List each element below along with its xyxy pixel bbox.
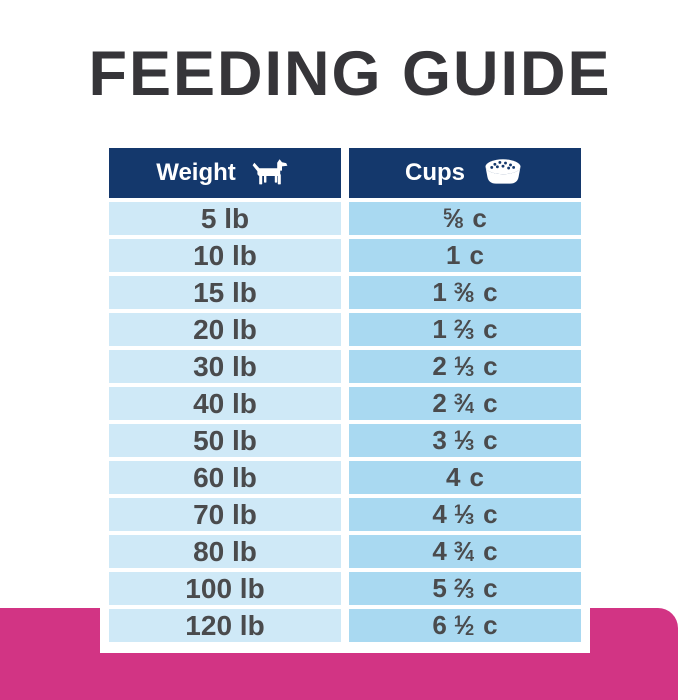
weight-cell: 50 lb bbox=[109, 424, 341, 457]
dog-bowl-icon bbox=[481, 158, 525, 188]
cups-cell: 5⁄8 c bbox=[349, 202, 581, 235]
cups-column-header: Cups bbox=[349, 148, 581, 198]
cups-whole-value: 5 bbox=[432, 573, 447, 603]
cups-fraction: 2⁄3 bbox=[453, 573, 475, 603]
cups-unit: c bbox=[483, 277, 498, 307]
cups-fraction: 5⁄8 bbox=[443, 203, 464, 233]
feeding-table: Weight Cups bbox=[100, 145, 590, 653]
weight-value: 60 lb bbox=[193, 461, 257, 493]
cups-fraction: 3⁄8 bbox=[453, 277, 475, 307]
cups-whole-value: 1 bbox=[432, 277, 447, 307]
cups-fraction: 1⁄3 bbox=[453, 351, 475, 381]
cups-whole-value: 4 bbox=[446, 462, 461, 492]
weight-value: 30 lb bbox=[193, 350, 257, 382]
weight-value: 40 lb bbox=[193, 387, 257, 419]
cups-unit: c bbox=[472, 203, 487, 233]
weight-cell: 100 lb bbox=[109, 572, 341, 605]
weight-value: 10 lb bbox=[193, 239, 257, 271]
weight-cell: 30 lb bbox=[109, 350, 341, 383]
cups-cell: 1 3⁄8 c bbox=[349, 276, 581, 309]
cups-cell: 1⁄c bbox=[349, 239, 581, 272]
cups-whole-value: 4 bbox=[432, 499, 447, 529]
weight-value: 50 lb bbox=[193, 424, 257, 456]
cups-whole-value: 1 bbox=[432, 314, 447, 344]
cups-fraction: 1⁄3 bbox=[453, 499, 475, 529]
weight-cell: 40 lb bbox=[109, 387, 341, 420]
cups-cell: 1 2⁄3 c bbox=[349, 313, 581, 346]
cups-header-label: Cups bbox=[405, 159, 465, 186]
cups-cell: 2 3⁄4 c bbox=[349, 387, 581, 420]
cups-fraction: 1⁄3 bbox=[453, 425, 475, 455]
cups-whole-value: 2 bbox=[432, 388, 447, 418]
cups-whole-value: 3 bbox=[432, 425, 447, 455]
cups-unit: c bbox=[483, 499, 498, 529]
cups-cell: 4 1⁄3 c bbox=[349, 498, 581, 531]
cups-unit: c bbox=[483, 573, 498, 603]
cups-cell: 2 1⁄3 c bbox=[349, 350, 581, 383]
weight-value: 70 lb bbox=[193, 498, 257, 530]
cups-cell: 4 3⁄4 c bbox=[349, 535, 581, 568]
weight-cell: 80 lb bbox=[109, 535, 341, 568]
weight-cell: 15 lb bbox=[109, 276, 341, 309]
weight-value: 5 lb bbox=[200, 202, 250, 234]
cups-fraction: 3⁄4 bbox=[453, 388, 475, 418]
weight-value: 20 lb bbox=[193, 313, 257, 345]
weight-column-header: Weight bbox=[109, 148, 341, 198]
cups-whole-value: 1 bbox=[446, 240, 461, 270]
cups-cell: 3 1⁄3 c bbox=[349, 424, 581, 457]
cups-unit: c bbox=[483, 536, 498, 566]
dog-icon bbox=[252, 156, 294, 190]
weight-value: 120 lb bbox=[185, 609, 265, 641]
weight-cell: 10 lb bbox=[109, 239, 341, 272]
cups-cell: 6 1⁄2 c bbox=[349, 609, 581, 642]
cups-unit: c bbox=[469, 462, 484, 492]
weight-cell: 20 lb bbox=[109, 313, 341, 346]
cups-unit: c bbox=[483, 610, 498, 640]
cups-fraction: 3⁄4 bbox=[453, 536, 475, 566]
cups-whole-value: 6 bbox=[432, 610, 447, 640]
cups-fraction: 1⁄2 bbox=[453, 610, 475, 640]
cups-cell: 5 2⁄3 c bbox=[349, 572, 581, 605]
weight-value: 80 lb bbox=[193, 535, 257, 567]
cups-unit: c bbox=[483, 425, 498, 455]
cups-unit: c bbox=[483, 351, 498, 381]
cups-fraction: 2⁄3 bbox=[453, 314, 475, 344]
cups-unit: c bbox=[469, 240, 484, 270]
feeding-table-grid: Weight Cups bbox=[109, 148, 581, 642]
weight-cell: 5 lb bbox=[109, 202, 341, 235]
weight-value: 100 lb bbox=[185, 572, 265, 604]
weight-value: 15 lb bbox=[193, 276, 257, 308]
weight-header-label: Weight bbox=[156, 159, 236, 186]
cups-whole-value: 4 bbox=[432, 536, 447, 566]
weight-cell: 70 lb bbox=[109, 498, 341, 531]
cups-unit: c bbox=[483, 314, 498, 344]
page-title: FEEDING GUIDE bbox=[88, 39, 612, 109]
weight-cell: 60 lb bbox=[109, 461, 341, 494]
cups-unit: c bbox=[483, 388, 498, 418]
cups-cell: 4⁄c bbox=[349, 461, 581, 494]
cups-whole-value: 2 bbox=[432, 351, 447, 381]
weight-cell: 120 lb bbox=[109, 609, 341, 642]
